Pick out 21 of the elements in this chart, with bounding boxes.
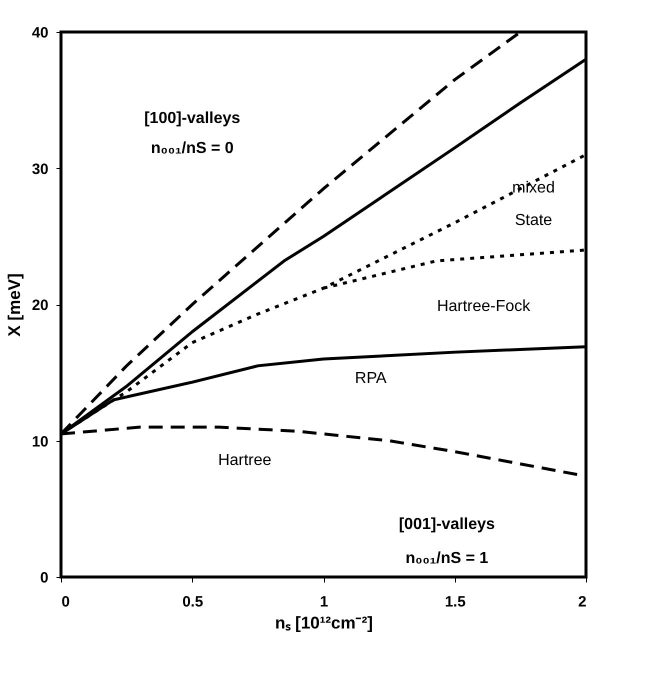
annotation: [100]-valleys [144,110,240,127]
annotation: mixed [512,179,555,196]
annotation: State [514,212,552,230]
y-tick-label: 20 [32,297,48,314]
annotation: n₀₀₁/nS = 1 [405,550,488,567]
y-tick-label: 0 [40,570,48,586]
x-tick-label: 1 [320,594,328,610]
annotation: [001]-valleys [398,516,496,533]
x-tick-label: 0 [62,594,70,610]
annotation: n₀₀₁/nS = 0 [150,140,234,157]
y-tick-label: 30 [32,160,48,178]
x-axis-title: nₛ [10¹²cm⁻²] [275,614,373,632]
x-tick-label: 2 [578,594,586,610]
y-axis-title: X [meV] [4,273,24,337]
annotation: RPA [354,370,387,388]
annotation: Hartree [218,452,272,469]
x-tick-label: 1.5 [444,594,466,610]
y-tick-label: 10 [32,433,48,450]
x-tick-label: 0.5 [182,594,204,610]
y-tick-label: 40 [32,24,48,42]
annotation: Hartree-Fock [436,298,532,315]
